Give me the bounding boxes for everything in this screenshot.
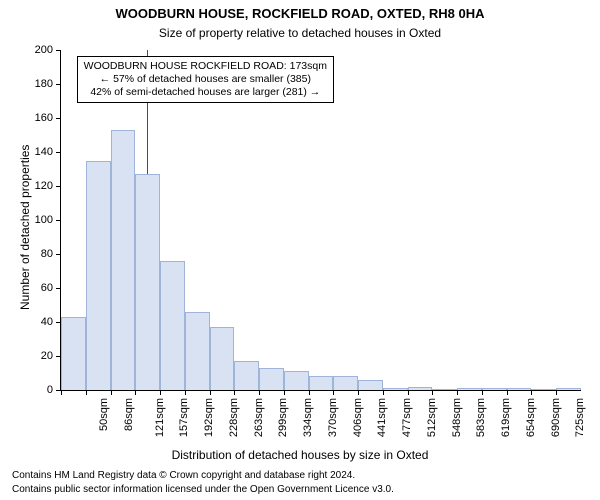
ytick-label: 60 xyxy=(41,282,53,294)
histogram-bar xyxy=(309,376,334,390)
xtick-line xyxy=(135,390,136,395)
xtick-label: 690sqm xyxy=(550,398,562,437)
xtick-line xyxy=(210,390,211,395)
xtick-line xyxy=(432,390,433,395)
ytick-line xyxy=(56,118,61,119)
histogram-bar xyxy=(61,317,86,390)
ytick-label: 80 xyxy=(41,248,53,260)
attribution-line-1: Contains HM Land Registry data © Crown c… xyxy=(12,470,355,481)
histogram-bar xyxy=(333,376,358,390)
xtick-label: 192sqm xyxy=(203,398,215,437)
histogram-bar xyxy=(408,387,433,390)
xtick-line xyxy=(531,390,532,395)
xtick-label: 228sqm xyxy=(228,398,240,437)
ytick-line xyxy=(56,152,61,153)
xtick-label: 548sqm xyxy=(451,398,463,437)
ytick-line xyxy=(56,50,61,51)
xtick-line xyxy=(111,390,112,395)
ytick-label: 120 xyxy=(35,180,53,192)
xtick-label: 157sqm xyxy=(178,398,190,437)
xtick-line xyxy=(333,390,334,395)
plot-area: WOODBURN HOUSE ROCKFIELD ROAD: 173sqm ← … xyxy=(60,50,581,391)
histogram-bar xyxy=(358,380,383,390)
xtick-label: 477sqm xyxy=(401,398,413,437)
ytick-label: 180 xyxy=(35,78,53,90)
xtick-line xyxy=(86,390,87,395)
histogram-bar xyxy=(185,312,210,390)
chart-container: { "title": "WOODBURN HOUSE, ROCKFIELD RO… xyxy=(0,0,600,500)
histogram-bar xyxy=(531,389,556,390)
y-axis-label: Number of detached properties xyxy=(18,145,32,310)
ytick-line xyxy=(56,186,61,187)
ytick-label: 40 xyxy=(41,316,53,328)
xtick-line xyxy=(185,390,186,395)
xtick-label: 406sqm xyxy=(352,398,364,437)
annotation-box: WOODBURN HOUSE ROCKFIELD ROAD: 173sqm ← … xyxy=(77,56,334,103)
ytick-line xyxy=(56,84,61,85)
histogram-bar xyxy=(556,388,581,390)
xtick-line xyxy=(556,390,557,395)
xtick-line xyxy=(284,390,285,395)
xtick-label: 512sqm xyxy=(426,398,438,437)
histogram-bar xyxy=(383,388,408,390)
x-axis-label: Distribution of detached houses by size … xyxy=(0,448,600,462)
xtick-line xyxy=(408,390,409,395)
xtick-label: 583sqm xyxy=(476,398,488,437)
annotation-line-1: WOODBURN HOUSE ROCKFIELD ROAD: 173sqm xyxy=(84,60,327,73)
ytick-line xyxy=(56,254,61,255)
xtick-line xyxy=(507,390,508,395)
xtick-line xyxy=(160,390,161,395)
histogram-bar xyxy=(457,388,482,390)
xtick-label: 121sqm xyxy=(154,398,166,437)
xtick-line xyxy=(61,390,62,395)
attribution-line-2: Contains public sector information licen… xyxy=(12,484,394,495)
histogram-bar xyxy=(482,388,507,390)
ytick-label: 20 xyxy=(41,350,53,362)
xtick-label: 619sqm xyxy=(500,398,512,437)
xtick-line xyxy=(358,390,359,395)
xtick-label: 370sqm xyxy=(327,398,339,437)
xtick-line xyxy=(234,390,235,395)
histogram-bar xyxy=(432,389,457,390)
histogram-bar xyxy=(135,174,160,390)
histogram-bar xyxy=(210,327,235,390)
chart-subtitle: Size of property relative to detached ho… xyxy=(0,26,600,40)
xtick-line xyxy=(457,390,458,395)
ytick-line xyxy=(56,220,61,221)
xtick-label: 50sqm xyxy=(98,398,110,431)
histogram-bar xyxy=(284,371,309,390)
xtick-label: 299sqm xyxy=(277,398,289,437)
xtick-line xyxy=(482,390,483,395)
histogram-bar xyxy=(86,161,111,391)
ytick-line xyxy=(56,288,61,289)
chart-title: WOODBURN HOUSE, ROCKFIELD ROAD, OXTED, R… xyxy=(0,6,600,21)
xtick-line xyxy=(259,390,260,395)
histogram-bar xyxy=(259,368,284,390)
annotation-line-3: 42% of semi-detached houses are larger (… xyxy=(84,86,327,99)
histogram-bar xyxy=(111,130,136,390)
xtick-line xyxy=(383,390,384,395)
ytick-label: 160 xyxy=(35,112,53,124)
xtick-label: 441sqm xyxy=(377,398,389,437)
xtick-label: 725sqm xyxy=(575,398,587,437)
xtick-label: 654sqm xyxy=(525,398,537,437)
annotation-line-2: ← 57% of detached houses are smaller (38… xyxy=(84,73,327,86)
histogram-bar xyxy=(507,388,532,390)
ytick-label: 0 xyxy=(47,384,53,396)
ytick-label: 100 xyxy=(35,214,53,226)
xtick-label: 334sqm xyxy=(302,398,314,437)
ytick-label: 140 xyxy=(35,146,53,158)
ytick-label: 200 xyxy=(35,44,53,56)
xtick-line xyxy=(309,390,310,395)
histogram-bar xyxy=(160,261,185,390)
histogram-bar xyxy=(234,361,259,390)
xtick-label: 263sqm xyxy=(253,398,265,437)
xtick-label: 86sqm xyxy=(123,398,135,431)
